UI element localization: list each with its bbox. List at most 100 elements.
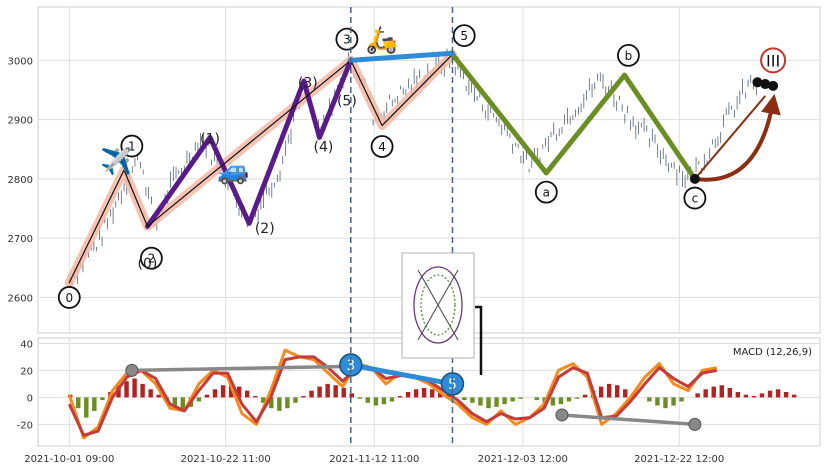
wave-sub-impulse bbox=[144, 57, 354, 229]
macd-histogram-bar bbox=[301, 396, 306, 398]
macd-histogram-bar bbox=[446, 394, 451, 398]
wave-label: 3 bbox=[343, 33, 351, 47]
wave-label-circle bbox=[452, 24, 476, 48]
macd-wave-label-circle bbox=[339, 353, 363, 377]
macd-histogram-bar bbox=[679, 397, 684, 402]
wave-label-circle bbox=[683, 186, 707, 210]
macd-histogram-bar bbox=[405, 392, 411, 398]
macd-histogram-bar bbox=[84, 397, 89, 418]
macd-histogram-bar bbox=[236, 386, 242, 398]
wave-label-circle bbox=[370, 135, 394, 158]
macd-histogram-bar bbox=[534, 397, 539, 401]
macd-histogram-bar bbox=[462, 397, 467, 401]
macd-histogram-bar bbox=[92, 397, 97, 411]
wave-label: (0) bbox=[138, 256, 158, 272]
macd-y-tick-label: 40 bbox=[20, 339, 33, 350]
macd-histogram-bar bbox=[606, 383, 612, 398]
macd-histogram-bar bbox=[204, 394, 210, 398]
wave-label-circle bbox=[335, 27, 359, 51]
macd-histogram-bar bbox=[413, 389, 419, 398]
divergence-line bbox=[131, 364, 351, 373]
y-tick-label: 2700 bbox=[8, 234, 33, 245]
macd-histogram-bar bbox=[719, 385, 724, 398]
macd-wave-label: 3 bbox=[346, 358, 355, 374]
macd-histogram-bar bbox=[357, 397, 363, 399]
macd-histogram-bar bbox=[148, 389, 153, 398]
car-icon: 🚙 bbox=[217, 156, 249, 186]
wave-label: III bbox=[766, 51, 780, 70]
macd-histogram-bar bbox=[172, 397, 177, 406]
wave-label: 4 bbox=[378, 140, 386, 154]
macd-histogram-bar bbox=[212, 389, 218, 398]
macd-histogram-bar bbox=[518, 397, 523, 399]
divergence-point bbox=[688, 417, 702, 431]
inset-spoke bbox=[417, 269, 459, 341]
macd-histogram-bar bbox=[269, 397, 274, 409]
macd-histogram-bar bbox=[293, 397, 298, 403]
macd-histogram-bar bbox=[438, 392, 443, 398]
macd-histogram-bar bbox=[309, 390, 314, 398]
macd-panel: -20 0 20 40 3 5 MACD (12,26,9) bbox=[17, 337, 821, 447]
macd-histogram-bar bbox=[614, 385, 620, 398]
macd-histogram-bar bbox=[582, 394, 588, 398]
wave-impulse-line bbox=[68, 53, 454, 284]
inset-wheel bbox=[413, 266, 463, 344]
wave-label-circle bbox=[534, 180, 558, 204]
macd-histogram-bar bbox=[510, 397, 515, 402]
macd-histogram-bar bbox=[317, 386, 322, 398]
macd-histogram-bar bbox=[220, 385, 226, 398]
macd-histogram-bar bbox=[325, 383, 330, 398]
macd-histogram-bar bbox=[574, 397, 580, 399]
x-tick-label: 2021-11-12 11:00 bbox=[329, 454, 419, 465]
macd-histogram-bar bbox=[671, 397, 676, 406]
macd-histogram-bar bbox=[751, 396, 757, 398]
macd-histogram-bar bbox=[100, 397, 105, 401]
macd-histogram-bar bbox=[341, 387, 346, 398]
x-tick-label: 2021-10-01 09:00 bbox=[24, 454, 114, 465]
divergence-point bbox=[125, 363, 139, 377]
macd-histogram-bar bbox=[76, 397, 81, 409]
macd-histogram-bar bbox=[558, 397, 564, 405]
macd-histogram-bar bbox=[421, 387, 427, 398]
wave-correction bbox=[449, 51, 698, 182]
wave-label-circle bbox=[617, 43, 640, 67]
wave-label: (1) bbox=[200, 132, 220, 148]
macd-histogram-bar bbox=[775, 389, 781, 398]
macd-histogram-bar bbox=[333, 385, 338, 398]
macd-histogram-bar bbox=[767, 390, 773, 398]
macd-wave-label: 5 bbox=[448, 377, 457, 393]
wave-label: b bbox=[625, 49, 633, 63]
wave-label: (3) bbox=[298, 75, 318, 91]
ferris-wheel-sketch bbox=[401, 252, 483, 375]
wave-label: (4) bbox=[314, 139, 334, 155]
divergence-point bbox=[555, 408, 569, 422]
x-tick-label: 2021-12-03 12:00 bbox=[478, 454, 568, 465]
overlay: ✈️ 🚙 🛵 bbox=[100, 7, 483, 446]
wave-label: c bbox=[692, 192, 699, 206]
macd-histogram-bar bbox=[365, 397, 371, 403]
macd-histogram-bar bbox=[647, 397, 652, 402]
macd-histogram-bar bbox=[791, 394, 797, 398]
macd-histogram-bar bbox=[244, 390, 250, 398]
macd-histogram-bar bbox=[566, 397, 572, 402]
macd-histogram-bar bbox=[349, 393, 354, 398]
wave-pivot-dot bbox=[689, 173, 700, 184]
x-tick-label: 2021-10-22 11:00 bbox=[181, 454, 271, 465]
projection-arrow bbox=[694, 93, 781, 182]
macd-histogram-bar bbox=[735, 392, 741, 398]
macd-histogram-bar bbox=[132, 378, 137, 398]
macd-y-tick-label: 20 bbox=[20, 366, 33, 377]
macd-histogram-bar bbox=[486, 397, 491, 409]
macd-histogram-bar bbox=[397, 396, 403, 398]
macd-histogram-bar bbox=[140, 383, 145, 398]
macd-histogram-bar bbox=[663, 397, 668, 409]
x-axis: 2021-10-01 09:00 2021-10-22 11:00 2021-11-… bbox=[24, 454, 724, 465]
macd-histogram-bar bbox=[783, 392, 789, 398]
wave-label: 1 bbox=[128, 140, 136, 154]
wave-label-circle bbox=[120, 134, 144, 158]
x-tick-label: 2021-12-22 12:00 bbox=[634, 454, 724, 465]
macd-histogram-bar bbox=[494, 397, 499, 407]
airplane-icon: ✈️ bbox=[100, 145, 132, 177]
macd-histogram-bar bbox=[550, 397, 556, 406]
